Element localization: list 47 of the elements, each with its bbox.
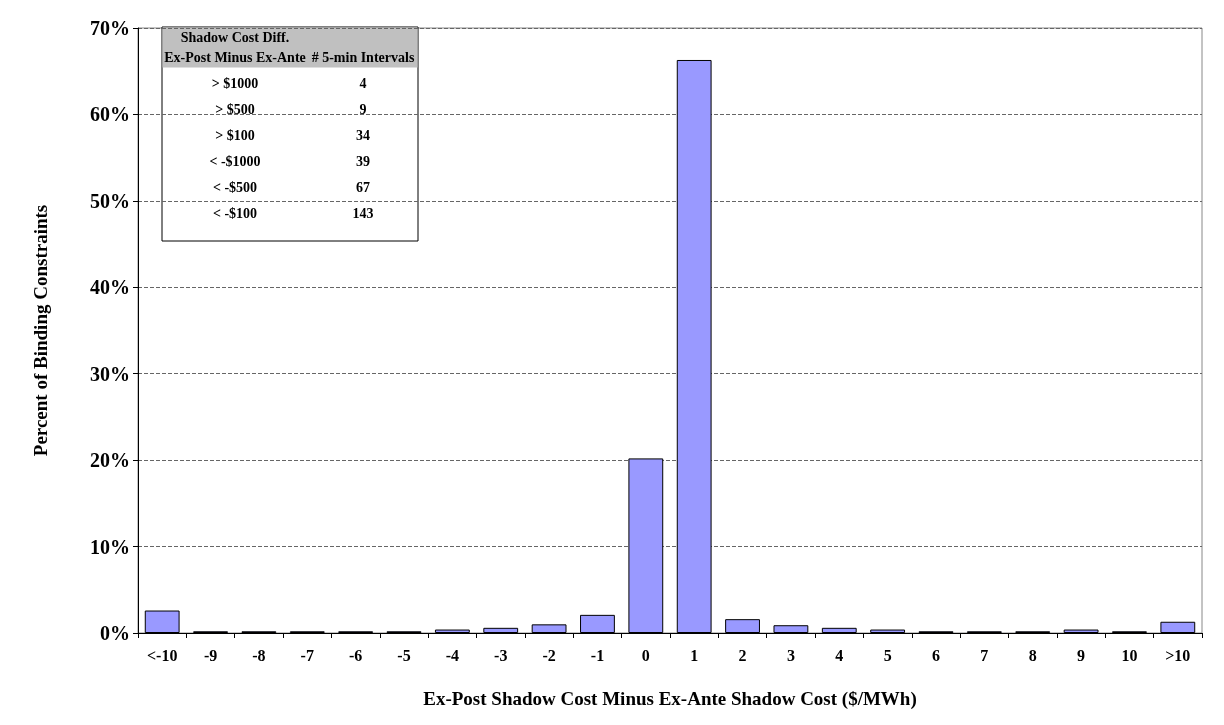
x-tick-label: -8 bbox=[252, 646, 266, 664]
x-tick-label: >10 bbox=[1165, 646, 1191, 664]
annotation: # 5-min Intervals bbox=[311, 49, 415, 65]
x-tick-label: 2 bbox=[738, 646, 747, 664]
y-tick-label: 10% bbox=[90, 535, 130, 558]
annotation: > $1000 bbox=[211, 75, 259, 91]
y-axis-title: Percent of Binding Constraints bbox=[30, 204, 51, 457]
annotation: Ex-Post Minus Ex-Ante bbox=[164, 49, 306, 65]
x-tick-label: 1 bbox=[690, 646, 699, 664]
annotation: 39 bbox=[356, 153, 370, 169]
x-tick-label: -7 bbox=[300, 646, 314, 664]
annotation: 67 bbox=[356, 179, 370, 195]
x-tick-label: 0 bbox=[641, 646, 650, 664]
x-tick-label: -3 bbox=[494, 646, 508, 664]
annotation: < -$500 bbox=[212, 179, 258, 195]
x-axis-title: Ex-Post Shadow Cost Minus Ex-Ante Shadow Cost ($/MWh) bbox=[423, 688, 917, 710]
x-tick-label: 4 bbox=[835, 646, 844, 664]
annotation: > $500 bbox=[215, 101, 255, 117]
x-tick-label: -9 bbox=[203, 646, 218, 664]
x-tick-label: 5 bbox=[883, 646, 892, 664]
y-tick-label: 0% bbox=[100, 622, 130, 644]
x-tick-label: -4 bbox=[445, 646, 460, 664]
x-tick-label: 3 bbox=[786, 646, 795, 664]
y-tick-label: 20% bbox=[90, 449, 130, 472]
y-tick-label: 70% bbox=[90, 17, 130, 39]
annotation: < -$1000 bbox=[209, 153, 261, 169]
x-tick-label: -1 bbox=[590, 646, 605, 664]
annotation: 4 bbox=[359, 75, 367, 91]
x-tick-label: -5 bbox=[397, 646, 411, 664]
x-tick-label: -6 bbox=[348, 646, 363, 664]
x-tick-label: 6 bbox=[932, 646, 940, 664]
x-tick-label: 10 bbox=[1121, 646, 1138, 664]
annotation: 9 bbox=[359, 101, 367, 117]
y-tick-label: 60% bbox=[90, 103, 130, 126]
y-tick-label: 30% bbox=[90, 362, 130, 385]
x-tick-label: 8 bbox=[1028, 646, 1037, 664]
x-tick-label: 9 bbox=[1077, 646, 1086, 664]
annotation: 143 bbox=[352, 205, 374, 221]
y-tick-label: 40% bbox=[90, 276, 130, 299]
annotation: Shadow Cost Diff. bbox=[180, 29, 290, 45]
annotation: 34 bbox=[356, 127, 370, 143]
annotation: > $100 bbox=[215, 127, 255, 143]
annotation: < -$100 bbox=[212, 205, 258, 221]
x-tick-label: <-10 bbox=[146, 646, 178, 664]
y-tick-label: 50% bbox=[90, 189, 130, 212]
x-tick-label: -2 bbox=[542, 646, 556, 664]
x-tick-label: 7 bbox=[980, 646, 989, 664]
